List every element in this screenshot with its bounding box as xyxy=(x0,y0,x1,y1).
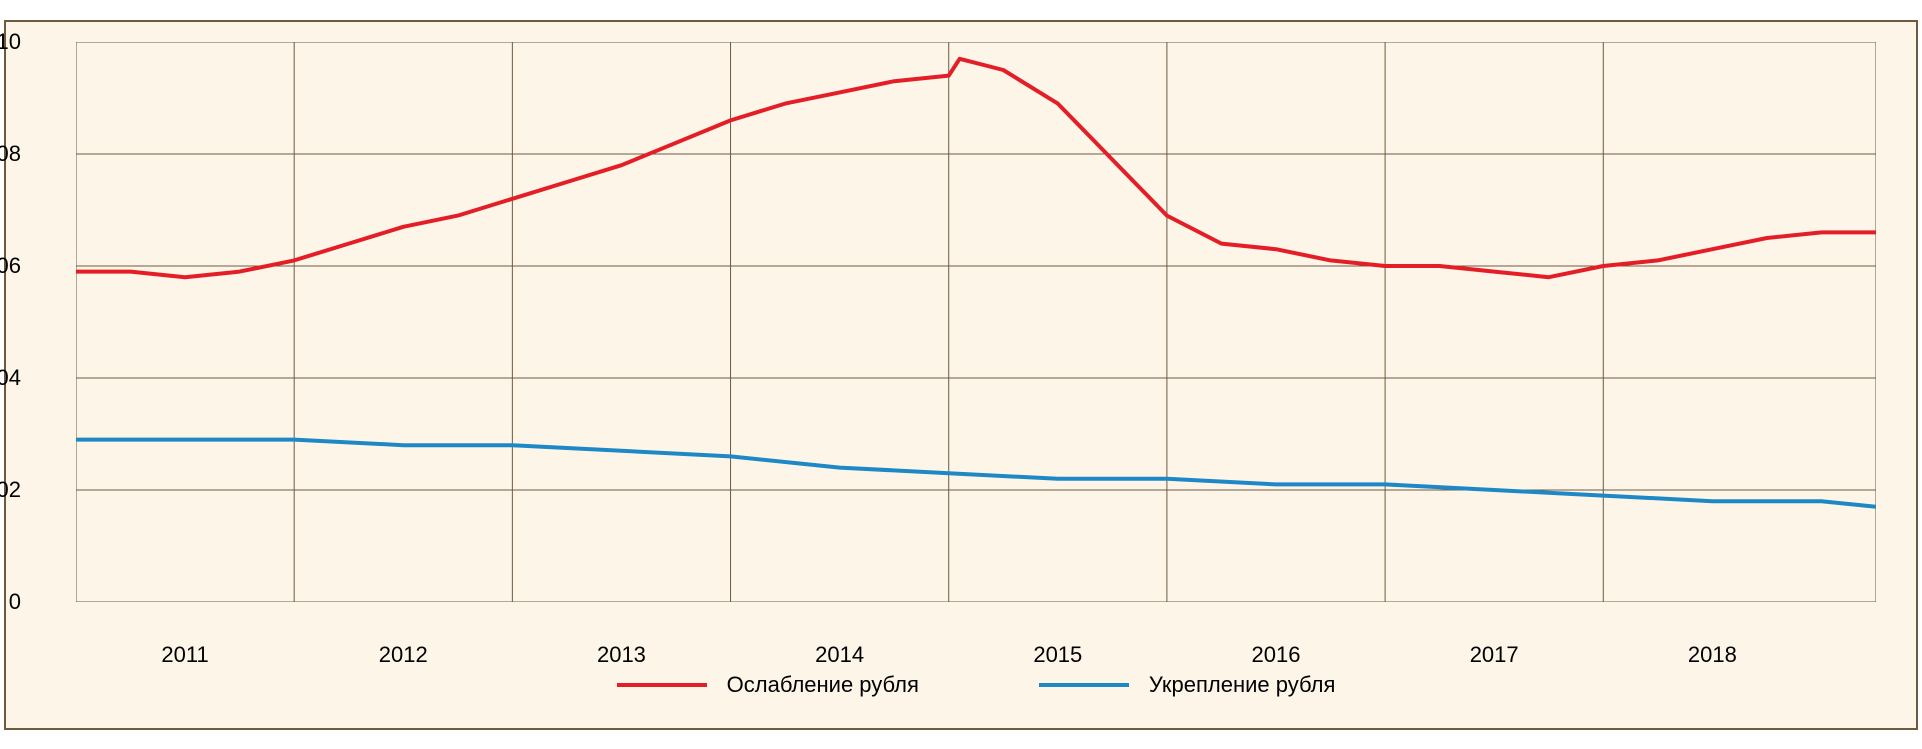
x-tick-label: 2011 xyxy=(161,642,208,668)
x-tick-label: 2016 xyxy=(1252,642,1301,668)
x-tick-label: 2017 xyxy=(1470,642,1519,668)
y-tick-label: 0 xyxy=(0,589,21,615)
y-tick-label: 0,04 xyxy=(0,365,21,391)
y-tick-label: 0,08 xyxy=(0,141,21,167)
legend-label-2: Укрепление рубля xyxy=(1149,672,1335,698)
x-tick-label: 2015 xyxy=(1033,642,1082,668)
legend-swatch-1 xyxy=(617,683,707,687)
y-tick-label: 0,02 xyxy=(0,477,21,503)
chart-container: 0,100,080,060,040,020 201120122013201420… xyxy=(4,20,1918,730)
legend: Ослабление рубля Укрепление рубля xyxy=(76,672,1876,698)
x-tick-label: 2018 xyxy=(1688,642,1737,668)
x-tick-label: 2014 xyxy=(815,642,864,668)
legend-item-2: Укрепление рубля xyxy=(1039,672,1335,698)
legend-item-1: Ослабление рубля xyxy=(617,672,919,698)
y-tick-label: 0,10 xyxy=(0,29,21,55)
legend-swatch-2 xyxy=(1039,683,1129,687)
x-tick-label: 2012 xyxy=(379,642,428,668)
chart-svg xyxy=(76,42,1876,602)
x-tick-label: 2013 xyxy=(597,642,646,668)
plot-area: 0,100,080,060,040,020 201120122013201420… xyxy=(76,42,1876,602)
legend-label-1: Ослабление рубля xyxy=(727,672,919,698)
y-tick-label: 0,06 xyxy=(0,253,21,279)
